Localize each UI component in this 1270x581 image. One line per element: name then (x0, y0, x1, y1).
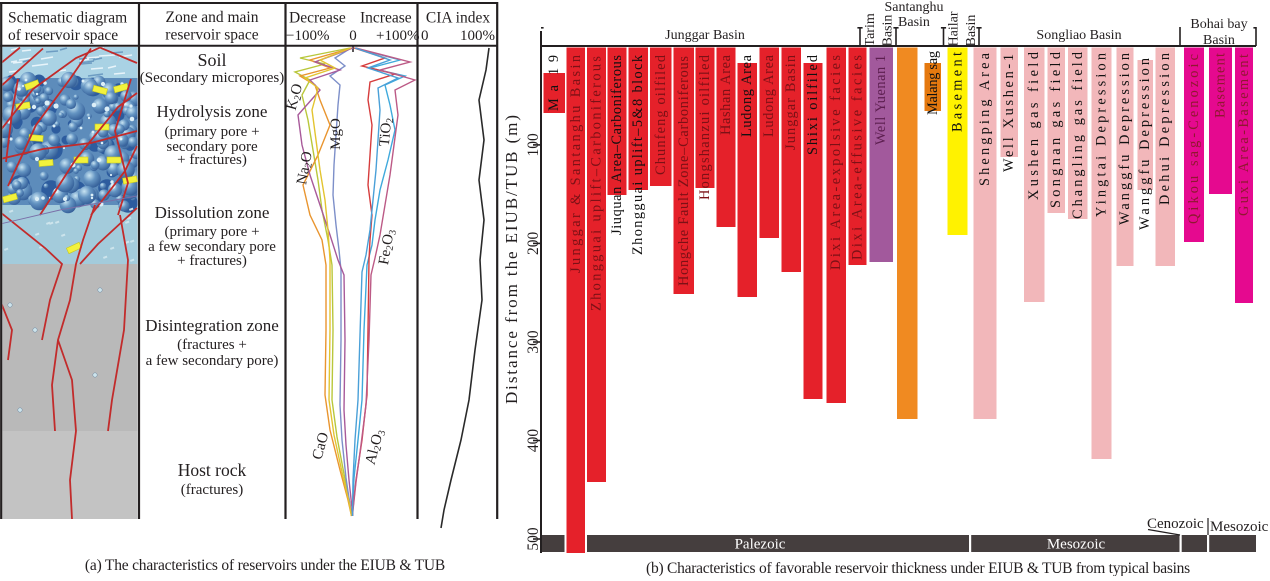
svg-text:Schematic diagram: Schematic diagram (8, 10, 127, 27)
svg-text:Shixi oilfiled: Shixi oilfiled (805, 55, 821, 155)
svg-text:Basin: Basin (1203, 33, 1235, 48)
svg-text:Ludong Area: Ludong Area (739, 54, 755, 137)
svg-text:Well Yuenan 1: Well Yuenan 1 (873, 55, 889, 145)
svg-text:Disintegration zone: Disintegration zone (145, 316, 279, 335)
svg-text:Hydrolysis zone: Hydrolysis zone (157, 102, 268, 121)
svg-text:Palezoic: Palezoic (735, 537, 786, 553)
svg-text:MgO: MgO (328, 118, 344, 150)
svg-text:of reservoir space: of reservoir space (8, 27, 118, 44)
svg-text:Zhongguai uplift–Carboniferou: Zhongguai uplift–Carboniferous (589, 56, 605, 311)
svg-text:Chunfeng oilfiled: Chunfeng oilfiled (653, 55, 669, 175)
svg-text:a few secondary pore: a few secondary pore (148, 239, 276, 255)
svg-text:+ fractures): + fractures) (177, 152, 247, 168)
svg-text:K2O: K2O (284, 82, 307, 112)
svg-text:Basin: Basin (964, 15, 979, 47)
svg-text:Hongshanzui oilfiled: Hongshanzui oilfiled (697, 55, 713, 200)
svg-text:Hongche Fault Zone–Carbonifero: Hongche Fault Zone–Carboniferous (676, 56, 692, 286)
svg-text:Guxi Area-Basement: Guxi Area-Basement (1236, 54, 1252, 216)
svg-text:Cenozoic: Cenozoic (1147, 516, 1204, 532)
svg-text:Distance from the EIUB/TUB (m): Distance from the EIUB/TUB (m) (502, 115, 521, 404)
svg-text:(primary pore +: (primary pore + (164, 224, 259, 240)
svg-text:300: 300 (525, 330, 542, 354)
svg-text:Basement: Basement (1213, 53, 1229, 118)
svg-text:Dixi Area-effusive facies: Dixi Area-effusive facies (850, 55, 866, 260)
svg-text:100%: 100% (460, 28, 495, 44)
svg-text:Al2O3: Al2O3 (363, 428, 388, 467)
svg-text:Hashan Area: Hashan Area (718, 54, 734, 135)
svg-text:(a) The characteristics of res: (a) The characteristics of reservoirs un… (85, 557, 445, 574)
svg-text:0: 0 (349, 28, 357, 44)
svg-text:(fractures): (fractures) (181, 482, 243, 498)
svg-text:Ludong Area: Ludong Area (761, 54, 777, 137)
svg-text:Junggar Basin: Junggar Basin (783, 55, 799, 150)
svg-text:Tarim: Tarim (863, 13, 878, 46)
svg-text:(Secondary micropores): (Secondary micropores) (140, 70, 285, 86)
svg-text:Decrease: Decrease (289, 10, 346, 27)
svg-text:Basin: Basin (898, 15, 930, 30)
svg-text:Bohai bay: Bohai bay (1190, 17, 1247, 32)
svg-text:(b) Characteristics of favorab: (b) Characteristics of favorable reservo… (646, 560, 1190, 576)
svg-text:Basin: Basin (881, 15, 896, 47)
svg-text:Zhongguai uplift–5&8 block: Zhongguai uplift–5&8 block (630, 54, 646, 255)
svg-text:secondary pore: secondary pore (166, 139, 258, 155)
svg-text:+ fractures): + fractures) (177, 253, 247, 269)
svg-text:Junggar Basin: Junggar Basin (665, 28, 745, 43)
svg-text:Dehui Depression: Dehui Depression (1157, 53, 1173, 205)
svg-text:Hailar: Hailar (947, 11, 962, 46)
svg-text:100: 100 (525, 133, 542, 157)
svg-text:+100%: +100% (376, 28, 419, 44)
svg-text:Host rock: Host rock (178, 460, 247, 480)
svg-text:Junggar & Santanghu Basin: Junggar & Santanghu Basin (568, 55, 584, 273)
svg-text:200: 200 (525, 232, 542, 256)
svg-text:Dissolution zone: Dissolution zone (155, 203, 270, 222)
svg-text:a few secondary pore): a few secondary pore) (146, 353, 279, 369)
svg-text:Zone and main: Zone and main (166, 9, 259, 26)
svg-text:−100%: −100% (286, 28, 329, 44)
svg-text:Increase: Increase (360, 10, 412, 27)
svg-text:Santanghu: Santanghu (884, 0, 943, 15)
svg-text:Jiuquan Area–Carboniferous: Jiuquan Area–Carboniferous (609, 55, 625, 235)
svg-text:500: 500 (525, 527, 542, 551)
svg-text:Mesozoic: Mesozoic (1047, 537, 1106, 553)
svg-text:Fe2O3: Fe2O3 (376, 228, 398, 266)
svg-text:Mesozoic: Mesozoic (1210, 519, 1269, 535)
svg-text:Malang sag: Malang sag (925, 51, 941, 115)
svg-text:19: 19 (546, 55, 562, 75)
svg-text:(primary pore +: (primary pore + (164, 124, 259, 140)
svg-text:(fractures +: (fractures + (177, 337, 247, 353)
svg-text:Na2O: Na2O (294, 150, 316, 186)
svg-text:reservoir space: reservoir space (165, 27, 258, 44)
svg-text:Changling gas field: Changling gas field (1070, 52, 1086, 219)
svg-text:400: 400 (525, 429, 542, 453)
svg-text:CaO: CaO (310, 430, 333, 461)
svg-text:0: 0 (421, 28, 429, 44)
svg-text:Well Xushen-1: Well Xushen-1 (1001, 54, 1017, 172)
svg-text:TiO2: TiO2 (377, 117, 396, 147)
svg-text:Songliao Basin: Songliao Basin (1036, 28, 1121, 43)
svg-text:CIA index: CIA index (426, 10, 490, 27)
svg-text:Soil: Soil (197, 50, 226, 70)
svg-text:Xushen gas field: Xushen gas field (1026, 52, 1042, 200)
